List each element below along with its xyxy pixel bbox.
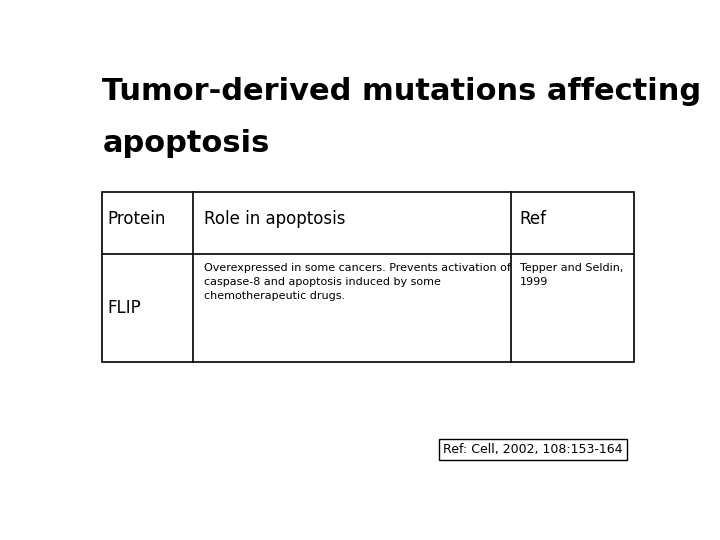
Text: Tumor-derived mutations affecting: Tumor-derived mutations affecting (102, 77, 701, 106)
Text: Protein: Protein (108, 210, 166, 228)
Text: Tepper and Seldin,
1999: Tepper and Seldin, 1999 (520, 263, 623, 287)
Text: apoptosis: apoptosis (102, 129, 270, 158)
Text: Role in apoptosis: Role in apoptosis (204, 210, 346, 228)
Text: FLIP: FLIP (108, 299, 142, 317)
Bar (102, 192, 634, 362)
Text: Ref: Cell, 2002, 108:153-164: Ref: Cell, 2002, 108:153-164 (444, 443, 623, 456)
Text: Ref: Ref (520, 210, 546, 228)
Text: Overexpressed in some cancers. Prevents activation of
caspase-8 and apoptosis in: Overexpressed in some cancers. Prevents … (204, 263, 511, 301)
